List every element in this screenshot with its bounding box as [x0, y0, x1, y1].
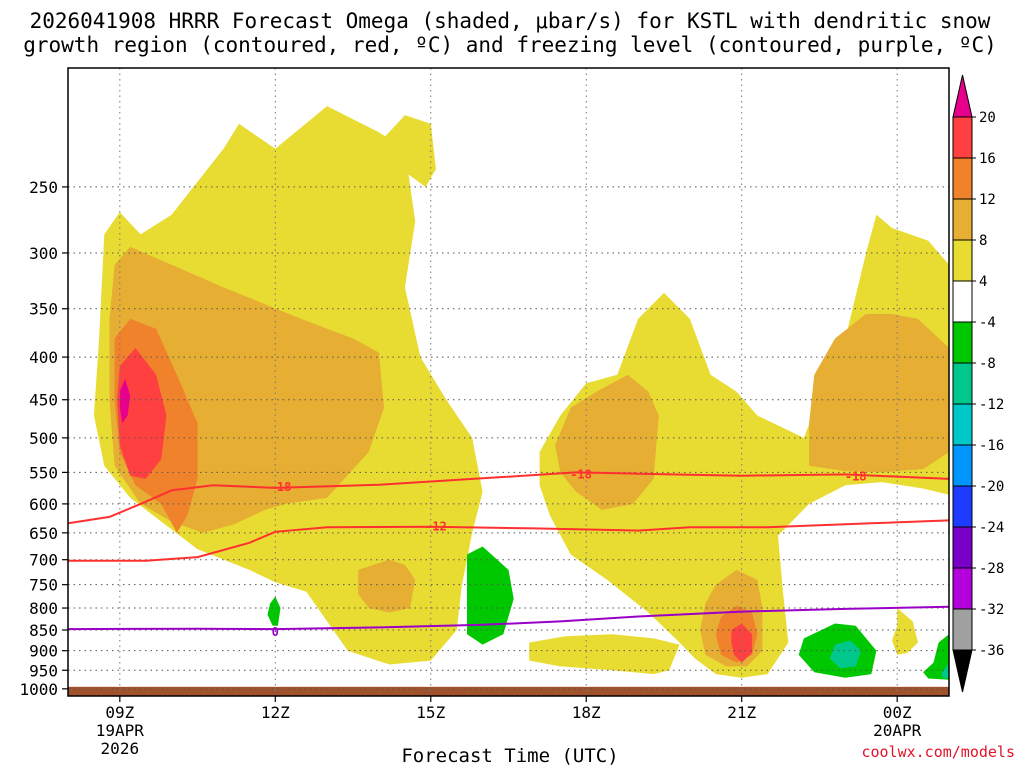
y-tick-label-250: 250	[29, 178, 58, 197]
omega-region-neg4-3	[923, 634, 949, 680]
colorbar: 20 16 12 8 4 -4 -8 -12 -16 -20 -24 -28 -32 -36	[952, 74, 1004, 693]
x-tick-date-00Z: 20APR	[873, 721, 922, 740]
grid-lines	[68, 68, 949, 696]
colorbar-box-5	[952, 321, 973, 364]
plot-area: -18 -18 -18 -12 0 250 300 350 400 450 500 550 600 650…	[19, 67, 950, 758]
colorbar-label-3: 8	[979, 233, 987, 249]
y-tick-label-350: 350	[29, 300, 58, 319]
omega-region-4-3	[529, 634, 680, 675]
x-axis-label: Forecast Time (UTC)	[401, 745, 618, 767]
y-tick-label-1000: 1000	[19, 680, 58, 699]
temp-contour-label--12-0: -12	[425, 520, 447, 534]
omega-region-neg8-0	[829, 640, 861, 669]
omega-region-4-1	[373, 115, 436, 187]
omega-region-8-4	[809, 313, 949, 473]
omega-region-neg4-1	[467, 546, 514, 645]
y-tick-label-300: 300	[29, 244, 58, 263]
omega-shading	[93, 106, 949, 680]
colorbar-box-6	[952, 362, 973, 405]
omega-region-neg4-0	[267, 596, 281, 626]
contour-lines: -18 -18 -18 -12 0	[68, 467, 949, 639]
x-tick-label-00Z: 00Z	[883, 703, 912, 722]
temp-contour-line--12	[68, 519, 949, 562]
y-tick-label-650: 650	[29, 524, 58, 543]
colorbar-label-5: -4	[979, 315, 996, 331]
colorbar-label-13: -36	[979, 643, 1004, 659]
x-tick-label-12Z: 12Z	[261, 703, 290, 722]
colorbar-label-0: 20	[979, 110, 996, 126]
x-tick-year-09Z: 2026	[101, 739, 140, 758]
temp-contour-label--18-2: -18	[845, 469, 867, 483]
temp-contour-label--18-1: -18	[570, 467, 592, 481]
colorbar-box-12	[952, 608, 973, 651]
colorbar-box-10	[952, 526, 973, 569]
x-tick-label-18Z: 18Z	[572, 703, 601, 722]
colorbar-box-3	[952, 239, 973, 282]
omega-region-16-0	[117, 347, 167, 479]
colorbar-box-1	[952, 157, 973, 200]
colorbar-box-8	[952, 444, 973, 487]
colorbar-box-11	[952, 567, 973, 610]
colorbar-box-4	[952, 280, 973, 323]
omega-region-4-2	[539, 214, 949, 678]
freezing-contour-label-0-0: 0	[272, 625, 279, 639]
credit-text[interactable]: coolwx.com/models	[861, 743, 1015, 761]
colorbar-box-0	[952, 116, 973, 159]
colorbar-label-7: -12	[979, 397, 1004, 413]
colorbar-top-triangle	[952, 74, 973, 118]
x-tick-label-15Z: 15Z	[416, 703, 445, 722]
y-tick-label-750: 750	[29, 576, 58, 595]
omega-region-20-0	[119, 379, 131, 424]
colorbar-label-8: -16	[979, 438, 1004, 454]
y-tick-label-450: 450	[29, 391, 58, 410]
title-line2: growth region (contoured, red, ºC) and f…	[23, 33, 997, 57]
y-tick-label-950: 950	[29, 661, 58, 680]
colorbar-box-7	[952, 403, 973, 446]
colorbar-label-4: 4	[979, 274, 987, 290]
colorbar-label-11: -28	[979, 561, 1004, 577]
colorbar-label-12: -32	[979, 602, 1004, 618]
omega-region-16-1	[731, 623, 753, 663]
y-tick-label-900: 900	[29, 642, 58, 661]
colorbar-label-1: 16	[979, 151, 996, 167]
temp-contour-line--18	[68, 471, 949, 525]
colorbar-bottom-triangle	[952, 649, 973, 693]
omega-region-neg8-1	[941, 662, 949, 679]
x-tick-date-09Z: 19APR	[96, 721, 145, 740]
x-tick-label-09Z: 09Z	[105, 703, 134, 722]
omega-region-8-2	[555, 374, 659, 510]
y-tick-label-500: 500	[29, 429, 58, 448]
x-tick-label-21Z: 21Z	[727, 703, 756, 722]
y-tick-label-600: 600	[29, 495, 58, 514]
colorbar-box-9	[952, 485, 973, 528]
y-tick-label-800: 800	[29, 599, 58, 618]
colorbar-label-10: -24	[979, 520, 1004, 536]
plot-frame	[67, 67, 950, 697]
colorbar-label-2: 12	[979, 192, 996, 208]
omega-region-4-4	[892, 608, 918, 655]
y-tick-label-400: 400	[29, 348, 58, 367]
freezing-contour-line-0	[68, 605, 949, 631]
temp-contour-label--18-0: -18	[270, 480, 292, 494]
colorbar-label-9: -20	[979, 479, 1004, 495]
y-tick-label-850: 850	[29, 621, 58, 640]
y-tick-label-700: 700	[29, 551, 58, 570]
colorbar-box-2	[952, 198, 973, 241]
ground-layer	[68, 686, 949, 696]
colorbar-label-6: -8	[979, 356, 996, 372]
y-tick-label-550: 550	[29, 463, 58, 482]
title-line1: 2026041908 HRRR Forecast Omega (shaded, …	[30, 9, 991, 33]
omega-region-8-1	[358, 559, 416, 613]
